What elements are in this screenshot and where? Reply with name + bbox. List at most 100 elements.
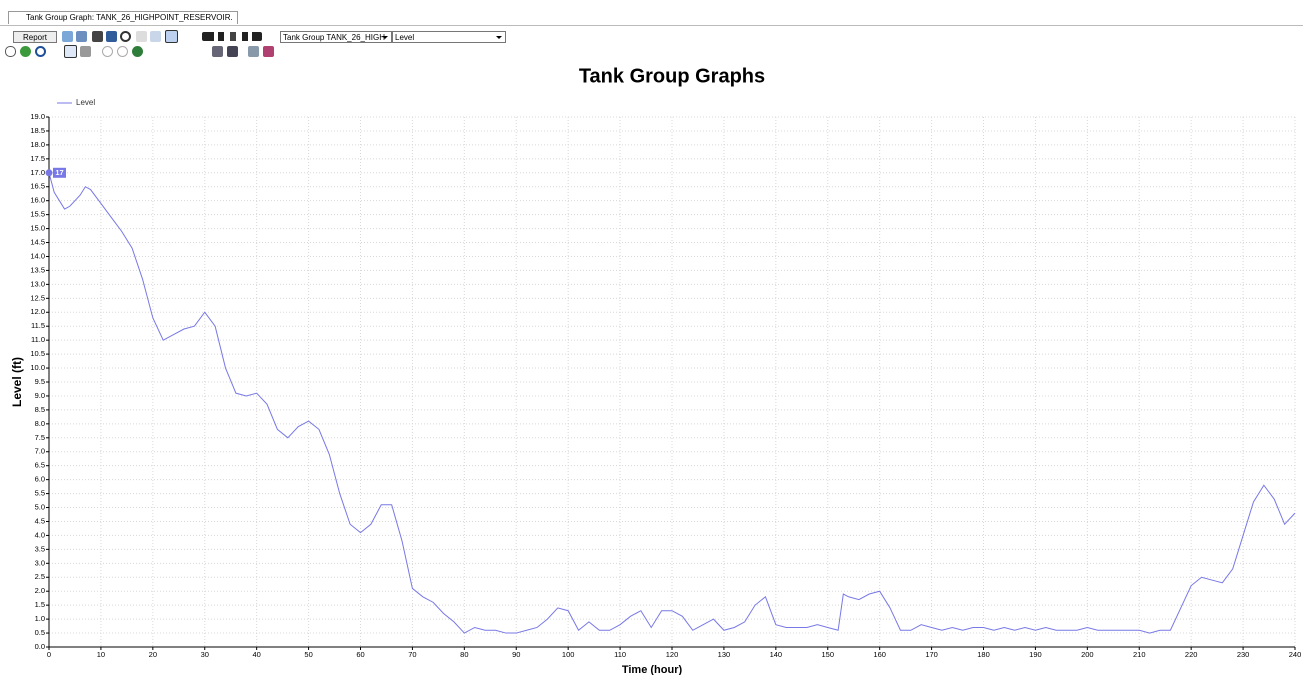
x-tick-label: 60 (356, 650, 364, 659)
x-tick-label: 50 (304, 650, 312, 659)
y-tick-label: 6.0 (35, 475, 45, 484)
x-axis-label: Time (hour) (622, 664, 683, 675)
chart-title: Tank Group Graphs (579, 65, 765, 87)
y-tick-label: 10.0 (30, 363, 45, 372)
x-tick-label: 140 (770, 650, 783, 659)
dropdown-arrow (496, 36, 502, 39)
y-tick-label: 14.5 (30, 238, 45, 247)
parameter-select-text: Level (395, 33, 415, 42)
y-tick-label: 11.0 (31, 335, 45, 344)
y-tick-label: 13.5 (30, 265, 45, 274)
y-tick-label: 4.0 (35, 530, 45, 539)
y-tick-label: 12.5 (30, 293, 45, 302)
y-tick-label: 3.0 (35, 558, 45, 567)
report-button[interactable]: Report (13, 31, 57, 43)
y-axis-label: Level (ft) (10, 357, 24, 407)
toolbar-icon[interactable] (92, 31, 103, 42)
dropdown-arrow (382, 36, 388, 39)
chart: Tank Group Graphs Time (hour) Level (ft)… (10, 65, 1302, 675)
y-tick-label: 3.5 (35, 544, 45, 553)
y-tick-label: 17.0 (30, 168, 45, 177)
y-tick-label: 5.0 (35, 503, 45, 512)
legend-label: Level (76, 98, 95, 107)
x-tick-label: 110 (614, 650, 626, 659)
x-tick-label: 70 (408, 650, 416, 659)
annotation-marker (45, 169, 53, 177)
x-tick-label: 200 (1081, 650, 1094, 659)
x-tick-label: 130 (718, 650, 731, 659)
toolbar-icon[interactable] (120, 31, 131, 42)
x-tick-label: 160 (873, 650, 886, 659)
toolbar-icon[interactable] (132, 46, 143, 57)
y-tick-label: 11.5 (31, 321, 45, 330)
y-tick-label: 15.0 (30, 224, 45, 233)
x-tick-label: 90 (512, 650, 520, 659)
y-tick-label: 17.5 (30, 154, 45, 163)
navigation-buttons[interactable] (202, 32, 262, 41)
x-tick-label: 80 (460, 650, 468, 659)
toolbar-icon[interactable] (212, 46, 223, 57)
y-tick-label: 13.0 (30, 279, 45, 288)
y-tick-label: 9.0 (35, 391, 45, 400)
document-tab[interactable]: Tank Group Graph: TANK_26_HIGHPOINT_RESE… (8, 11, 238, 24)
x-tick-label: 220 (1185, 650, 1198, 659)
y-tick-label: 19.0 (30, 112, 45, 121)
y-tick-label: 16.0 (30, 196, 45, 205)
y-tick-label: 8.5 (35, 405, 45, 414)
group-select[interactable]: Tank Group TANK_26_HIGH (280, 31, 392, 43)
y-tick-label: 1.0 (35, 614, 45, 623)
toolbar-icon[interactable] (150, 31, 161, 42)
toolbar-icon[interactable] (64, 45, 77, 58)
toolbar-icon[interactable] (20, 46, 31, 57)
toolbar-icon[interactable] (227, 46, 238, 57)
toolbar-icon[interactable] (248, 46, 259, 57)
toolbar-icon[interactable] (102, 46, 113, 57)
y-tick-label: 2.5 (35, 572, 45, 581)
y-tick-label: 18.0 (30, 140, 45, 149)
y-tick-label: 5.5 (35, 489, 45, 498)
y-tick-label: 0.5 (35, 628, 45, 637)
group-select-text: Tank Group TANK_26_HIGH (283, 33, 385, 42)
x-tick-label: 10 (97, 650, 105, 659)
x-tick-label: 100 (562, 650, 575, 659)
tab-separator (0, 25, 1303, 26)
y-tick-label: 18.5 (30, 126, 45, 135)
y-tick-label: 7.0 (35, 447, 45, 456)
toolbar-icon[interactable] (165, 30, 178, 43)
x-tick-label: 240 (1289, 650, 1302, 659)
y-tick-label: 2.0 (35, 586, 45, 595)
toolbar-icon[interactable] (106, 31, 117, 42)
toolbar-icon[interactable] (136, 31, 147, 42)
toolbar-icon[interactable] (117, 46, 128, 57)
toolbar-icon[interactable] (263, 46, 274, 57)
x-tick-label: 170 (925, 650, 938, 659)
annotation-label: 17 (55, 168, 63, 177)
data-line (48, 172, 1296, 634)
x-tick-label: 180 (977, 650, 990, 659)
x-tick-label: 230 (1237, 650, 1250, 659)
y-tick-label: 4.5 (35, 516, 45, 525)
x-tick-label: 20 (149, 650, 157, 659)
toolbar-icon[interactable] (35, 46, 46, 57)
toolbar-icon[interactable] (62, 31, 73, 42)
y-tick-label: 16.5 (30, 182, 45, 191)
y-tick-label: 1.5 (35, 600, 45, 609)
x-tick-label: 210 (1133, 650, 1146, 659)
x-tick-label: 190 (1029, 650, 1042, 659)
x-tick-label: 30 (201, 650, 209, 659)
x-tick-label: 120 (666, 650, 679, 659)
y-tick-label: 9.5 (35, 377, 45, 386)
y-tick-label: 7.5 (35, 433, 45, 442)
toolbar-icon[interactable] (5, 46, 16, 57)
y-tick-label: 0.0 (35, 642, 45, 651)
annotation-box (53, 167, 66, 178)
parameter-select[interactable]: Level (392, 31, 506, 43)
toolbar-icon[interactable] (80, 46, 91, 57)
y-tick-label: 14.0 (30, 251, 45, 260)
x-tick-label: 0 (47, 650, 51, 659)
y-tick-label: 8.0 (35, 419, 45, 428)
y-tick-label: 12.0 (30, 307, 45, 316)
toolbar-icon[interactable] (76, 31, 87, 42)
y-tick-label: 15.5 (30, 210, 45, 219)
